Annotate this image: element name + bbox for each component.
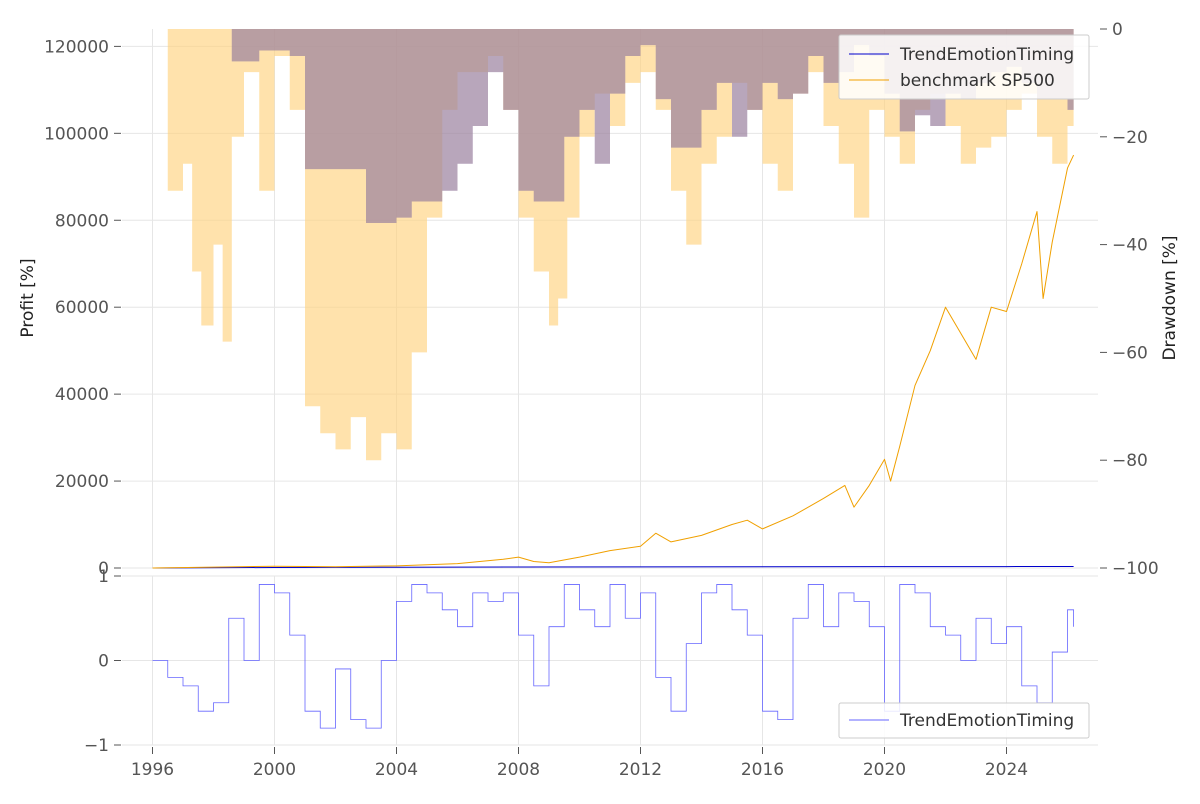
- top-ytick-label-80000: 80000: [55, 211, 109, 231]
- top-ytick-label-40000: 40000: [55, 385, 109, 405]
- drawdown-overlap-area: [152, 29, 1074, 224]
- top-ytick-label-0: 0: [98, 559, 109, 579]
- xtick-label-2020: 2020: [863, 760, 906, 780]
- drawdown-area-strategy: [152, 29, 1074, 224]
- xtick-label-2024: 2024: [985, 760, 1028, 780]
- top-ytick-label-60000: 60000: [55, 298, 109, 318]
- bottom-ytick-label-0: 1: [98, 567, 109, 587]
- legend-label-strategy: TrendEmotionTiming: [899, 45, 1074, 65]
- xtick-label-2012: 2012: [619, 760, 662, 780]
- line-layer: [152, 154, 1075, 729]
- right-ytick-label--60: −60: [1112, 343, 1148, 363]
- bottom-ytick-label-2: −1: [84, 736, 109, 756]
- xtick-label-2000: 2000: [253, 760, 296, 780]
- right-ytick-label--100: −100: [1112, 559, 1159, 579]
- right-ytick-label--40: −40: [1112, 236, 1148, 256]
- right-axis-title: Drawdown [%]: [1160, 235, 1180, 360]
- right-ytick-label--80: −80: [1112, 451, 1148, 471]
- top-ytick-label-120000: 120000: [44, 37, 109, 57]
- legend-label-signal: TrendEmotionTiming: [899, 711, 1074, 731]
- profit-line-strategy: [152, 566, 1074, 569]
- bottom-ytick-label-1: 0: [98, 652, 109, 672]
- axis-layer: 0200004000060000800001000001200000−20−40…: [44, 20, 1159, 780]
- legend-bottom-frame: [838, 702, 1090, 739]
- xtick-label-2016: 2016: [741, 760, 784, 780]
- xtick-label-2008: 2008: [497, 760, 540, 780]
- signal-line-strategy: [152, 584, 1074, 729]
- drawdown-layer: [152, 29, 1074, 461]
- legend-label-benchmark: benchmark SP500: [900, 71, 1055, 91]
- top-ytick-label-20000: 20000: [55, 472, 109, 492]
- left-axis-title: Profit [%]: [18, 258, 38, 337]
- legend-top-frame: [838, 34, 1090, 100]
- xtick-label-1996: 1996: [131, 760, 174, 780]
- legend-top: TrendEmotionTiming benchmark SP500: [838, 34, 1090, 100]
- right-ytick-label--20: −20: [1112, 128, 1148, 148]
- legend-bottom: TrendEmotionTiming: [838, 702, 1090, 739]
- xtick-label-2004: 2004: [375, 760, 418, 780]
- profit-line-benchmark: [152, 154, 1075, 569]
- top-ytick-label-100000: 100000: [44, 124, 109, 144]
- right-ytick-label-0: 0: [1112, 20, 1123, 40]
